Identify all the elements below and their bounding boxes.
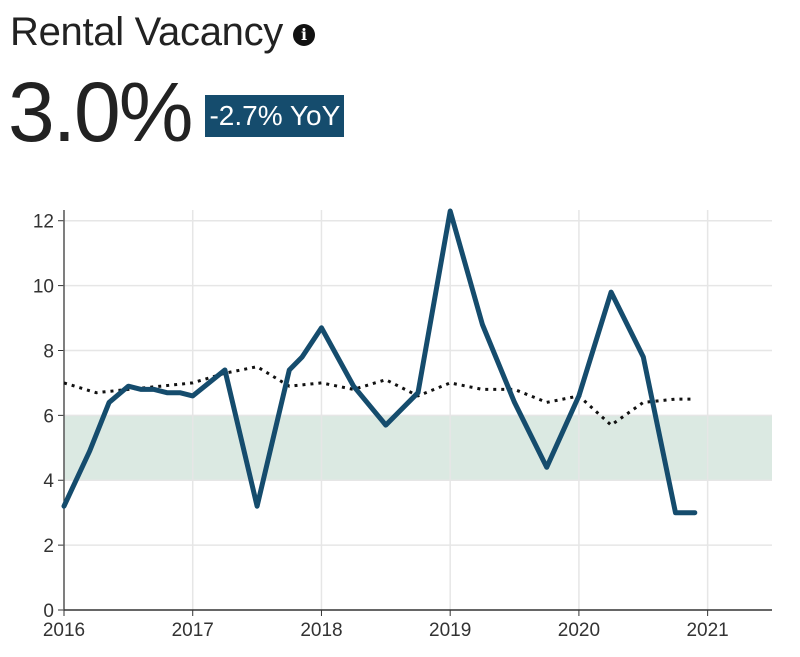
- rental-vacancy-chart: 0 2 4 6 8 10 12 2016 2017 2018 2019 2020 2021: [33, 208, 772, 641]
- x-tick-label: 2021: [686, 620, 728, 641]
- x-tick-label: 2018: [300, 620, 342, 641]
- y-tick-label: 2: [43, 536, 54, 557]
- x-tick-label: 2016: [43, 620, 85, 641]
- y-tick-label: 10: [33, 277, 54, 298]
- y-tick-label: 0: [43, 601, 54, 622]
- info-icon[interactable]: i: [293, 24, 315, 46]
- rental-vacancy-line: [61, 208, 698, 516]
- headline-value: 3.0%: [8, 65, 193, 159]
- x-tick-label: 2017: [172, 620, 214, 641]
- header-title-row: Rental Vacancy i: [10, 4, 315, 60]
- x-tick-label: 2020: [558, 620, 600, 641]
- y-tick-label: 8: [43, 341, 54, 362]
- y-tick-label: 4: [43, 471, 54, 492]
- change-badge: -2.7% YoY: [205, 95, 345, 137]
- reference-band: [64, 415, 772, 481]
- x-tick-label: 2019: [429, 620, 471, 641]
- y-tick-label: 12: [33, 212, 54, 233]
- y-tick-label: 6: [43, 406, 54, 427]
- page-title: Rental Vacancy: [10, 10, 283, 54]
- header-value-row: 3.0% -2.7% YoY: [8, 62, 345, 162]
